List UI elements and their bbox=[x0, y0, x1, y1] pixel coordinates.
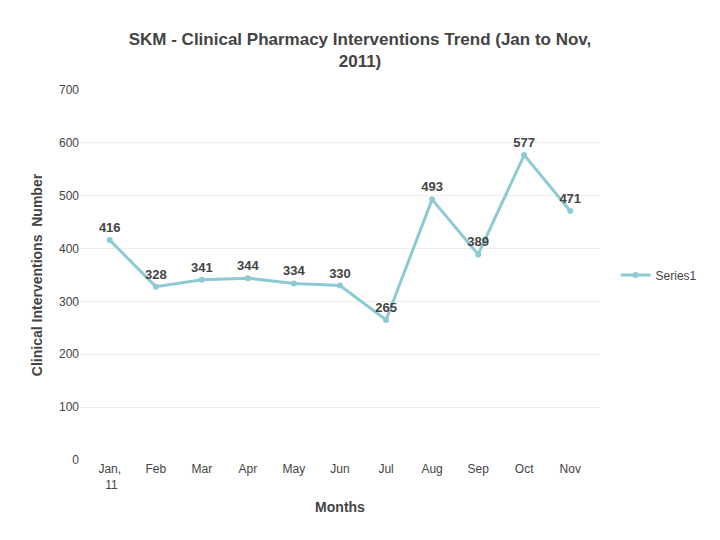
svg-text:SKM - Clinical Pharmacy Interv: SKM - Clinical Pharmacy Interventions Tr… bbox=[129, 30, 592, 71]
svg-text:Sep: Sep bbox=[467, 462, 489, 476]
svg-text:341: 341 bbox=[191, 260, 213, 275]
svg-text:Jun: Jun bbox=[330, 462, 349, 476]
svg-text:600: 600 bbox=[59, 136, 79, 150]
svg-text:265: 265 bbox=[375, 300, 397, 315]
svg-text:471: 471 bbox=[559, 191, 581, 206]
svg-text:Jan, 11: Jan, 11 bbox=[98, 462, 121, 492]
svg-text:334: 334 bbox=[283, 263, 305, 278]
svg-text:Series1: Series1 bbox=[656, 269, 697, 283]
svg-text:200: 200 bbox=[59, 347, 79, 361]
svg-text:Months: Months bbox=[315, 499, 365, 515]
svg-text:0: 0 bbox=[72, 453, 79, 467]
svg-text:Feb: Feb bbox=[145, 462, 166, 476]
svg-text:400: 400 bbox=[59, 242, 79, 256]
svg-text:493: 493 bbox=[421, 179, 443, 194]
svg-text:577: 577 bbox=[513, 135, 535, 150]
svg-text:100: 100 bbox=[59, 400, 79, 414]
svg-text:344: 344 bbox=[237, 258, 259, 273]
svg-text:Mar: Mar bbox=[192, 462, 213, 476]
svg-text:416: 416 bbox=[99, 220, 121, 235]
svg-text:Oct: Oct bbox=[515, 462, 534, 476]
svg-text:389: 389 bbox=[467, 234, 489, 249]
svg-text:328: 328 bbox=[145, 267, 167, 282]
svg-text:330: 330 bbox=[329, 266, 351, 281]
svg-text:700: 700 bbox=[59, 83, 79, 97]
svg-text:Nov: Nov bbox=[560, 462, 581, 476]
svg-text:May: May bbox=[283, 462, 306, 476]
svg-text:300: 300 bbox=[59, 295, 79, 309]
svg-text:Aug: Aug bbox=[421, 462, 442, 476]
svg-text:Clinical Interventions Number: Clinical Interventions Number bbox=[29, 173, 45, 376]
svg-text:500: 500 bbox=[59, 189, 79, 203]
svg-text:Jul: Jul bbox=[378, 462, 393, 476]
svg-text:Apr: Apr bbox=[239, 462, 258, 476]
